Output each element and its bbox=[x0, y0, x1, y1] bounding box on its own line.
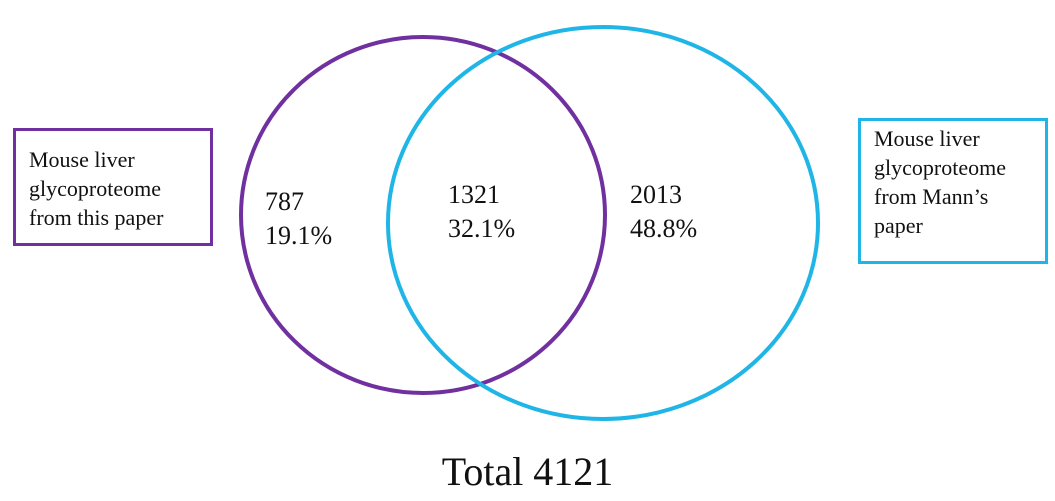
region-count: 787 bbox=[265, 187, 304, 216]
legend-line: from Mann’s bbox=[874, 184, 989, 209]
legend-box-this-paper: Mouse liver glycoproteome from this pape… bbox=[13, 128, 213, 246]
region-percent: 32.1% bbox=[448, 214, 516, 243]
region-count: 2013 bbox=[630, 180, 682, 209]
region-left-only: 787 19.1% bbox=[265, 185, 332, 253]
region-right-only: 2013 48.8% bbox=[630, 178, 697, 246]
region-overlap: 1321 32.1% bbox=[448, 178, 515, 246]
region-count: 1321 bbox=[448, 180, 500, 209]
region-percent: 48.8% bbox=[630, 214, 698, 243]
region-percent: 19.1% bbox=[265, 221, 333, 250]
legend-line: from this paper bbox=[29, 205, 164, 230]
legend-box-mann-paper: Mouse liver glycoproteome from Mann’s pa… bbox=[858, 118, 1048, 264]
total-label: Total 4121 bbox=[441, 449, 614, 494]
legend-line: paper bbox=[874, 213, 923, 238]
legend-line: glycoproteome bbox=[874, 155, 1006, 180]
set-circle-mann-paper bbox=[386, 25, 820, 421]
set-circle-this-paper bbox=[239, 35, 607, 395]
legend-line: glycoproteome bbox=[29, 176, 161, 201]
legend-line: Mouse liver bbox=[874, 126, 980, 151]
legend-line: Mouse liver bbox=[29, 147, 135, 172]
